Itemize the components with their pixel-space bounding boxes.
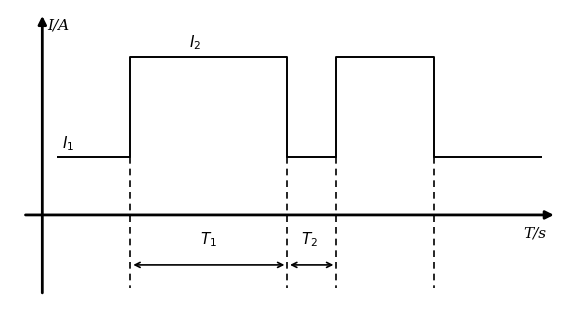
Text: $\mathit{T_2}$: $\mathit{T_2}$ xyxy=(301,230,318,249)
Text: I/A: I/A xyxy=(47,19,69,33)
Text: $\mathit{I_1}$: $\mathit{I_1}$ xyxy=(62,135,74,154)
Text: $\mathit{I_2}$: $\mathit{I_2}$ xyxy=(189,33,202,51)
Text: $\mathit{T_1}$: $\mathit{T_1}$ xyxy=(201,230,218,249)
Text: T/s: T/s xyxy=(524,226,547,240)
